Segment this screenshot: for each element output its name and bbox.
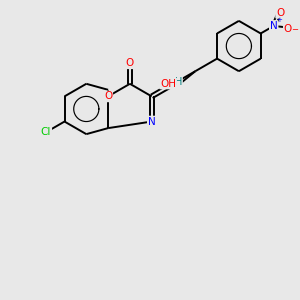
Text: N: N: [148, 116, 156, 127]
Text: O: O: [284, 24, 292, 34]
Text: +: +: [276, 17, 282, 23]
Text: −: −: [291, 26, 298, 34]
Text: H: H: [175, 77, 182, 87]
Text: OH: OH: [160, 79, 176, 88]
Text: O: O: [126, 58, 134, 68]
Text: N: N: [270, 21, 278, 31]
Text: O: O: [104, 92, 112, 101]
Text: O: O: [276, 8, 284, 18]
Text: Cl: Cl: [41, 127, 51, 137]
